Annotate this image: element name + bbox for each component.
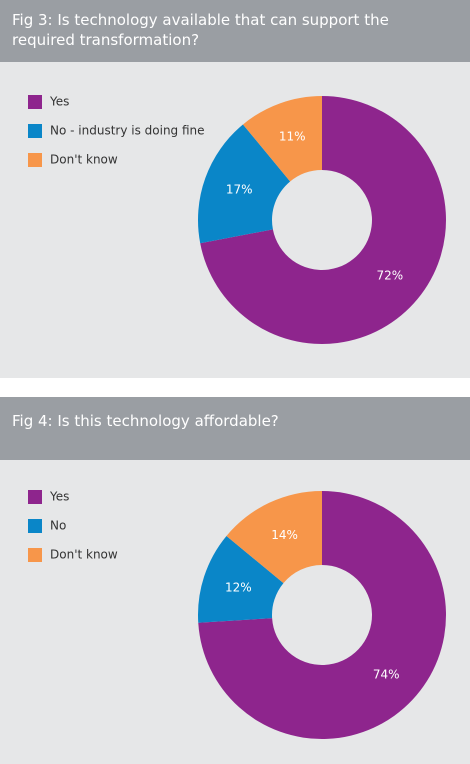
donut-segment [226, 491, 322, 584]
chart-title: Fig 3: Is technology available that can … [0, 0, 470, 62]
donut-segment [198, 535, 284, 623]
legend-label: No - industry is doing fine [50, 124, 205, 138]
donut-segment [197, 124, 291, 244]
figure: Fig 4: Is this technology affordable? 74… [0, 397, 470, 764]
legend-swatch [28, 153, 42, 167]
legend-label: Don't know [50, 548, 118, 562]
legend-swatch [28, 548, 42, 562]
legend-label: Yes [49, 95, 69, 109]
legend-swatch [28, 124, 42, 138]
legend-swatch [28, 490, 42, 504]
donut-segment [198, 491, 446, 739]
legend-label: Don't know [50, 153, 118, 167]
legend-swatch [28, 95, 42, 109]
chart: 74% Yes 12% No 14% Don't know [0, 460, 470, 764]
data-label: 74% [373, 668, 400, 682]
figure: Fig 3: Is technology available that can … [0, 0, 470, 378]
data-label: 12% [225, 580, 252, 594]
data-label: 11% [279, 130, 306, 144]
chart: 72% Yes 17% No - industry is doing fine 11% D… [0, 62, 470, 378]
chart-title: Fig 4: Is this technology affordable? [0, 397, 470, 460]
legend-label: No [50, 519, 66, 533]
donut-segment [242, 96, 322, 182]
data-label: 14% [271, 528, 298, 542]
legend-swatch [28, 519, 42, 533]
donut-segment [200, 96, 446, 344]
data-label: 17% [226, 183, 253, 197]
legend-label: Yes [49, 490, 69, 504]
data-label: 72% [376, 269, 403, 283]
